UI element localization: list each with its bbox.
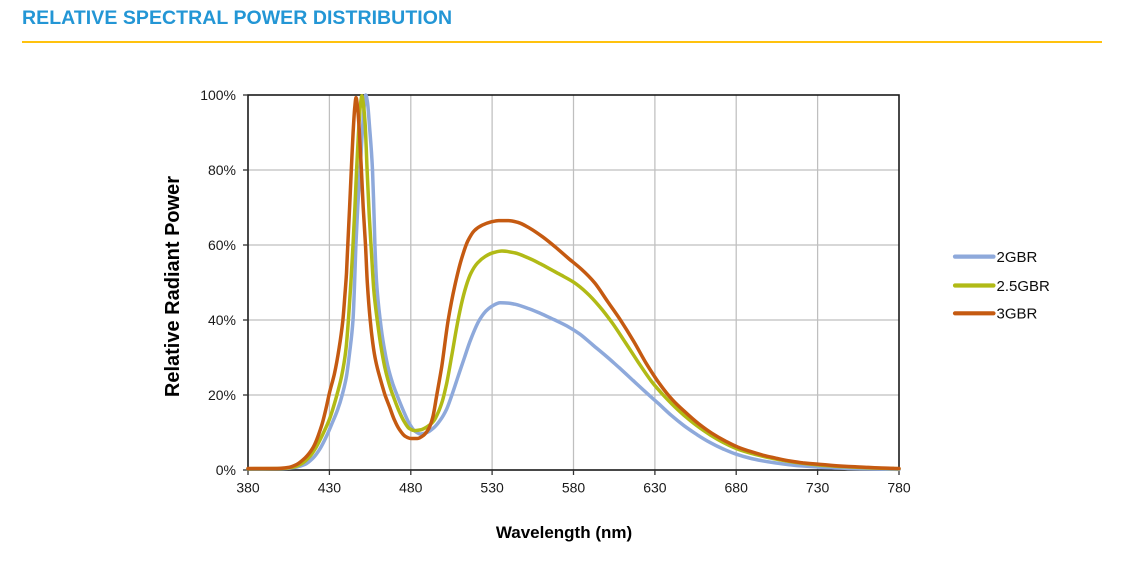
svg-text:380: 380: [236, 480, 260, 496]
svg-text:Relative Radiant Power: Relative Radiant Power: [162, 176, 184, 397]
svg-text:40%: 40%: [208, 312, 236, 328]
svg-text:60%: 60%: [208, 237, 236, 253]
svg-text:780: 780: [887, 480, 911, 496]
svg-text:2GBR: 2GBR: [997, 249, 1038, 266]
svg-text:530: 530: [480, 480, 504, 496]
svg-text:630: 630: [643, 480, 667, 496]
svg-text:0%: 0%: [216, 462, 236, 478]
svg-text:2.5GBR: 2.5GBR: [997, 278, 1051, 295]
svg-text:480: 480: [399, 480, 423, 496]
svg-text:80%: 80%: [208, 162, 236, 178]
svg-text:580: 580: [562, 480, 586, 496]
svg-text:430: 430: [318, 480, 342, 496]
svg-text:3GBR: 3GBR: [997, 306, 1038, 323]
svg-text:20%: 20%: [208, 387, 236, 403]
svg-text:680: 680: [725, 480, 749, 496]
svg-text:100%: 100%: [200, 87, 236, 103]
svg-text:730: 730: [806, 480, 830, 496]
svg-text:Wavelength (nm): Wavelength (nm): [496, 523, 632, 542]
